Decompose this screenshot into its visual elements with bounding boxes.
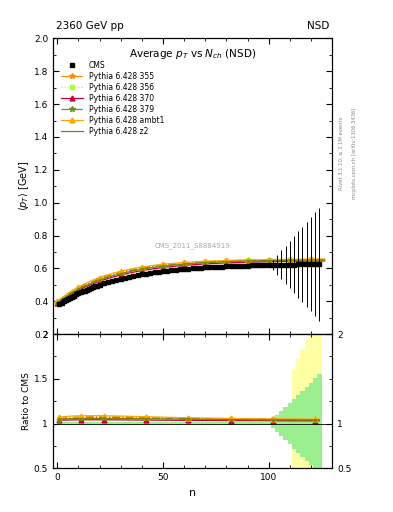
Line: Pythia 6.428 356: Pythia 6.428 356 (55, 258, 327, 304)
Text: NSD: NSD (307, 21, 329, 31)
Pythia 6.428 z2 (191, 261, 196, 267)
Pythia 6.428 379 (191, 260, 196, 266)
Line: Pythia 6.428 379: Pythia 6.428 379 (55, 257, 327, 305)
Line: Pythia 6.428 ambt1: Pythia 6.428 ambt1 (55, 257, 327, 304)
Pythia 6.428 379 (148, 264, 152, 270)
Y-axis label: $\langle p_T \rangle$ [GeV]: $\langle p_T \rangle$ [GeV] (17, 161, 31, 211)
Pythia 6.428 ambt1 (55, 298, 60, 304)
Pythia 6.428 356 (124, 269, 129, 275)
Pythia 6.428 379 (55, 300, 60, 306)
Pythia 6.428 ambt1 (156, 262, 161, 268)
Pythia 6.428 355 (156, 262, 161, 268)
Pythia 6.428 z2 (148, 265, 152, 271)
Pythia 6.428 370 (124, 271, 129, 277)
Pythia 6.428 ambt1 (124, 267, 129, 273)
Pythia 6.428 370 (156, 265, 161, 271)
Pythia 6.428 355 (148, 263, 152, 269)
Pythia 6.428 z2 (124, 269, 129, 275)
Pythia 6.428 356 (166, 262, 171, 268)
Pythia 6.428 355 (55, 299, 60, 305)
Pythia 6.428 ambt1 (235, 257, 239, 263)
Pythia 6.428 z2 (156, 264, 161, 270)
Pythia 6.428 356 (191, 260, 196, 266)
Pythia 6.428 z2 (322, 257, 327, 263)
Pythia 6.428 370 (235, 260, 239, 266)
Pythia 6.428 355 (322, 256, 327, 262)
Text: Average $p_T$ vs $N_{ch}$ (NSD): Average $p_T$ vs $N_{ch}$ (NSD) (129, 47, 256, 61)
Pythia 6.428 379 (166, 262, 171, 268)
Pythia 6.428 355 (124, 268, 129, 274)
Pythia 6.428 379 (156, 263, 161, 269)
Pythia 6.428 379 (235, 258, 239, 264)
Pythia 6.428 356 (55, 300, 60, 306)
Pythia 6.428 356 (148, 264, 152, 270)
Pythia 6.428 370 (191, 262, 196, 268)
Pythia 6.428 ambt1 (191, 259, 196, 265)
Pythia 6.428 355 (191, 259, 196, 265)
Text: Rivet 3.1.10, ≥ 3.1M events: Rivet 3.1.10, ≥ 3.1M events (339, 117, 344, 190)
Pythia 6.428 370 (166, 264, 171, 270)
Line: Pythia 6.428 z2: Pythia 6.428 z2 (55, 258, 327, 305)
Pythia 6.428 370 (148, 266, 152, 272)
Pythia 6.428 379 (124, 268, 129, 274)
Pythia 6.428 z2 (55, 300, 60, 306)
Pythia 6.428 356 (156, 263, 161, 269)
Text: 2360 GeV pp: 2360 GeV pp (56, 21, 123, 31)
Pythia 6.428 ambt1 (322, 256, 327, 262)
Text: CMS_2011_S8884919: CMS_2011_S8884919 (155, 242, 230, 249)
Pythia 6.428 356 (322, 257, 327, 263)
Line: Pythia 6.428 370: Pythia 6.428 370 (55, 259, 327, 306)
Line: Pythia 6.428 355: Pythia 6.428 355 (55, 257, 327, 305)
Pythia 6.428 ambt1 (148, 263, 152, 269)
Pythia 6.428 355 (166, 261, 171, 267)
Legend: CMS, Pythia 6.428 355, Pythia 6.428 356, Pythia 6.428 370, Pythia 6.428 379, Pyt: CMS, Pythia 6.428 355, Pythia 6.428 356,… (60, 60, 165, 138)
Pythia 6.428 370 (55, 300, 60, 306)
Pythia 6.428 355 (235, 258, 239, 264)
Pythia 6.428 356 (235, 258, 239, 264)
Pythia 6.428 379 (322, 257, 327, 263)
Pythia 6.428 z2 (166, 263, 171, 269)
Text: mcplots.cern.ch [arXiv:1306.3436]: mcplots.cern.ch [arXiv:1306.3436] (352, 108, 357, 199)
X-axis label: n: n (189, 488, 196, 498)
Y-axis label: Ratio to CMS: Ratio to CMS (22, 372, 31, 430)
Pythia 6.428 z2 (235, 258, 239, 264)
Pythia 6.428 ambt1 (166, 261, 171, 267)
Pythia 6.428 370 (322, 258, 327, 264)
